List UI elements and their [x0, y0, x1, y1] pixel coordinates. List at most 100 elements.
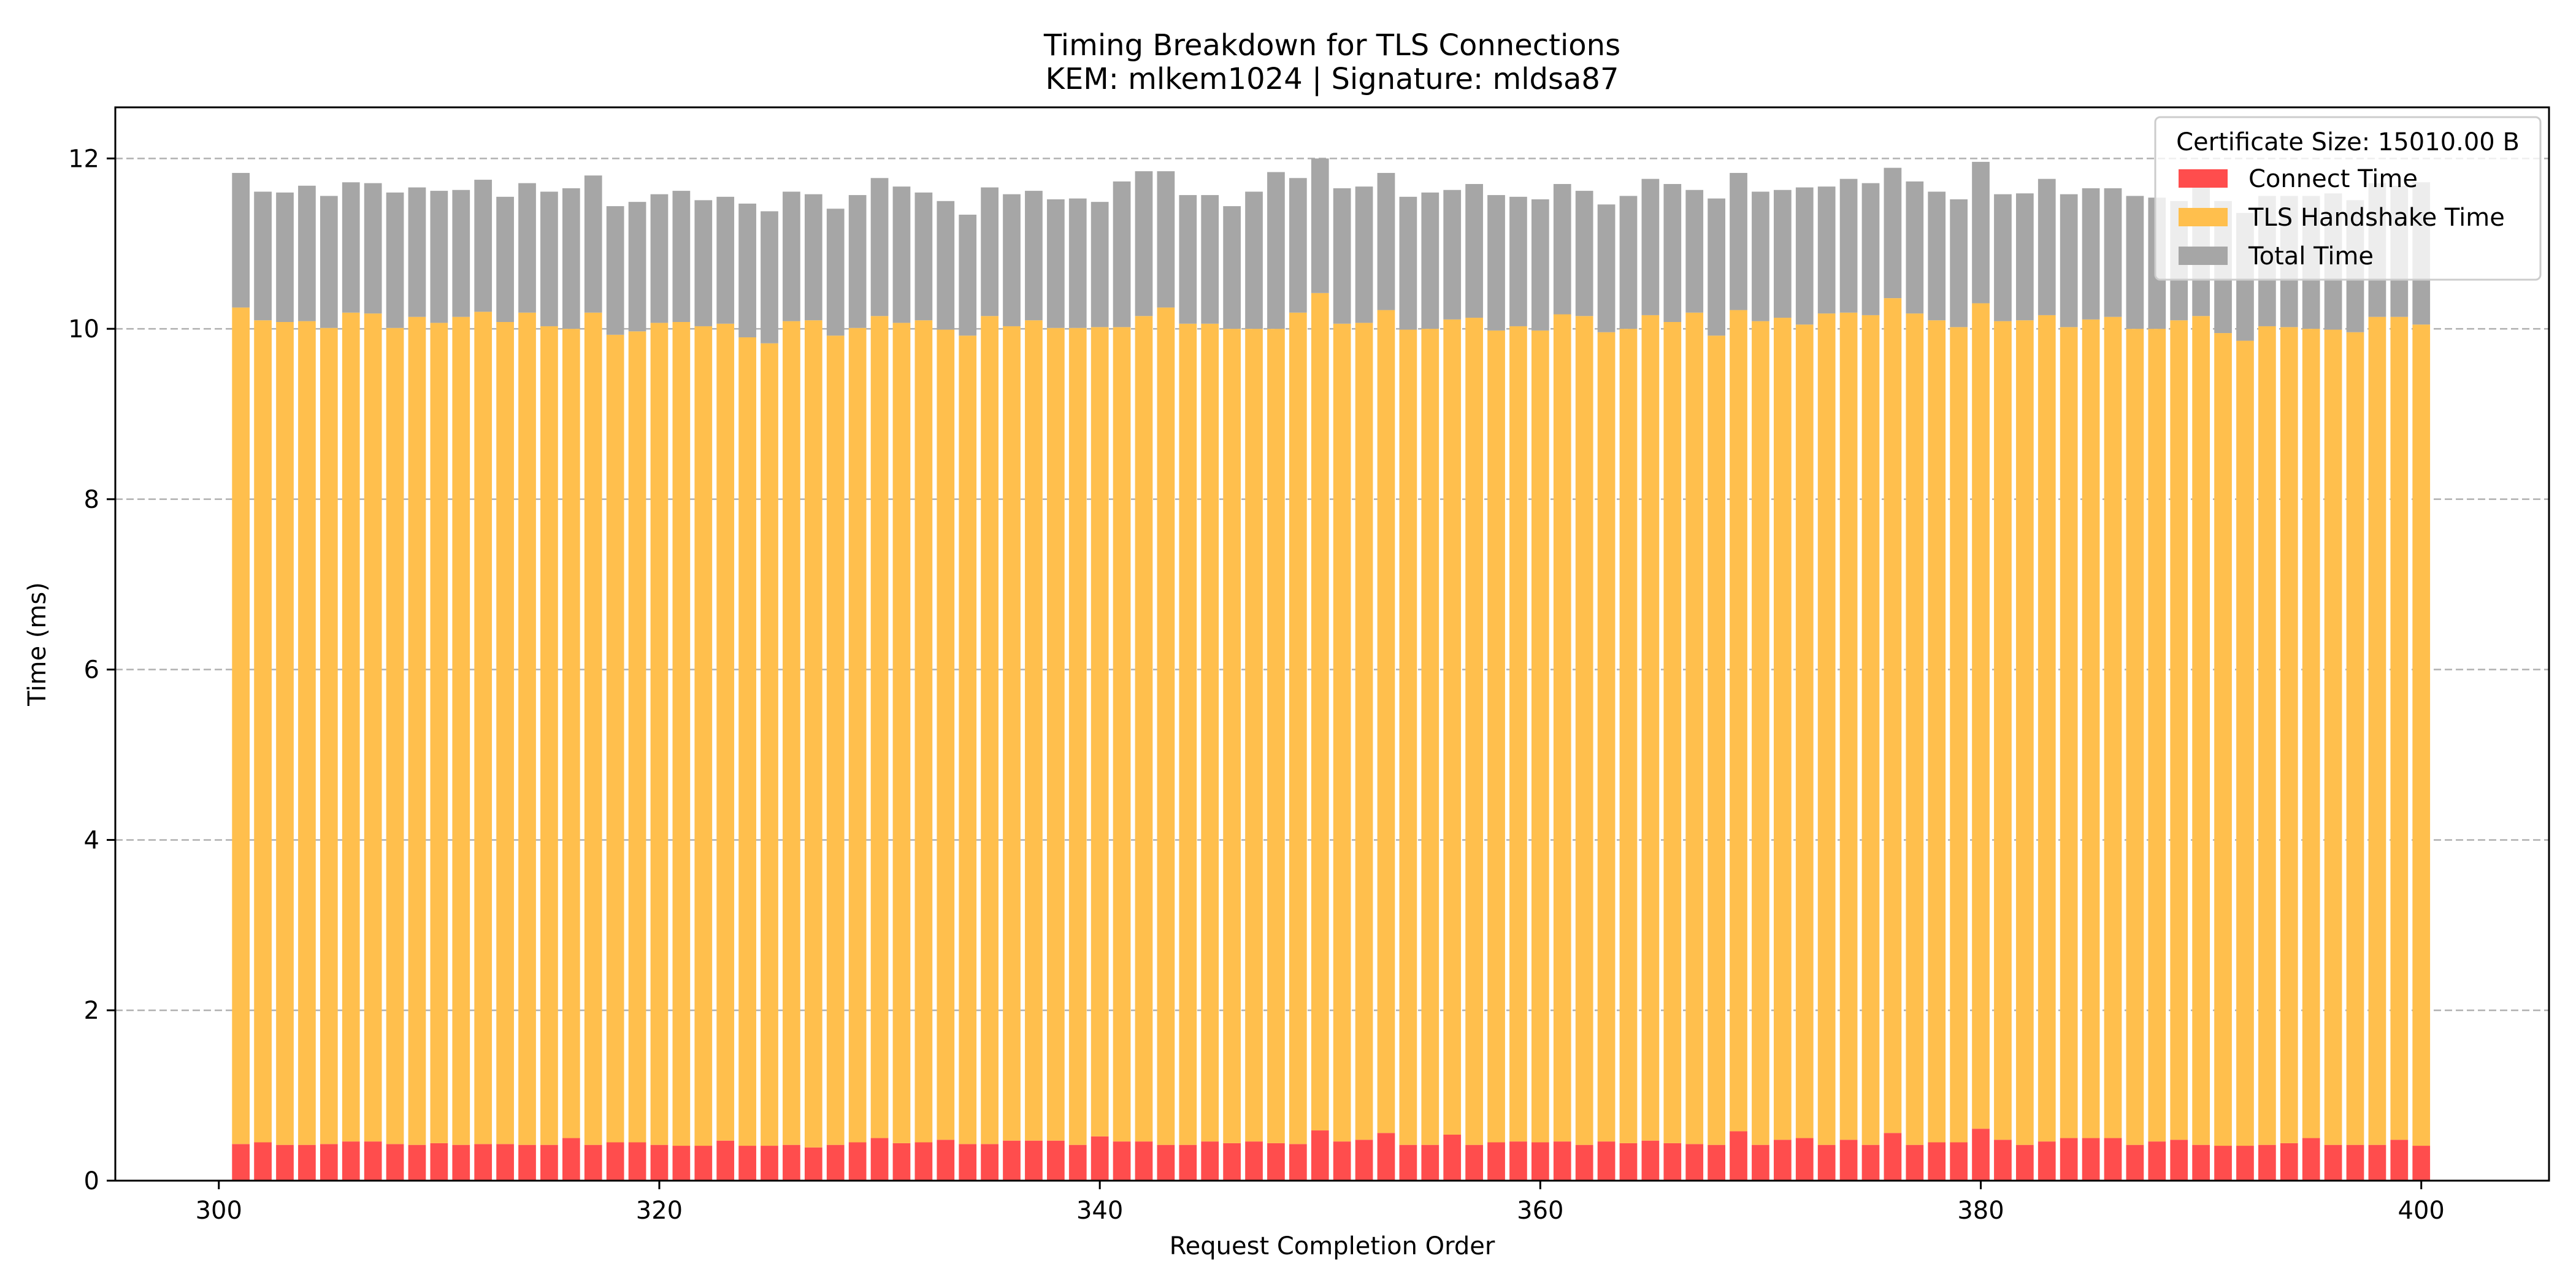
bar-tls-handshake-time: [2324, 329, 2342, 1145]
plot-frame: [114, 106, 2550, 1182]
bar-total-time: [1399, 196, 1417, 330]
x-tick-label: 300: [196, 1197, 242, 1225]
bar-connect-time: [1135, 1141, 1153, 1181]
bar-total-time: [1157, 171, 1175, 308]
bar-total-time: [1113, 181, 1131, 328]
bar-tls-handshake-time: [540, 326, 558, 1145]
bar-total-time: [1597, 204, 1616, 332]
bar-connect-time: [1377, 1133, 1395, 1181]
bar-tls-handshake-time: [1730, 310, 1747, 1132]
bar-total-time: [1884, 167, 1902, 299]
bar-tls-handshake-time: [518, 312, 536, 1145]
bar-total-time: [386, 192, 404, 328]
bar-connect-time: [870, 1138, 889, 1181]
bar-connect-time: [1884, 1133, 1902, 1181]
bar-tls-handshake-time: [1884, 298, 1902, 1133]
bar-tls-handshake-time: [1817, 313, 1836, 1145]
bar-tls-handshake-time: [386, 328, 404, 1144]
bar-tls-handshake-time: [2148, 329, 2166, 1142]
bar-tls-handshake-time: [1708, 335, 1725, 1145]
legend-swatch-total: [2179, 247, 2228, 265]
bar-connect-time: [2126, 1144, 2144, 1181]
bar-connect-time: [1443, 1135, 1462, 1181]
bar-connect-time: [959, 1144, 977, 1181]
bar-total-time: [1377, 172, 1395, 310]
bar-total-time: [1245, 191, 1263, 329]
bar-tls-handshake-time: [1289, 312, 1307, 1144]
bar-total-time: [1421, 192, 1439, 329]
y-tick-label: 2: [84, 997, 99, 1025]
bar-total-time: [1025, 191, 1043, 321]
bar-tls-handshake-time: [1223, 329, 1241, 1143]
bar-connect-time: [1752, 1144, 1769, 1181]
bar-tls-handshake-time: [452, 316, 470, 1145]
bar-connect-time: [1861, 1144, 1880, 1181]
legend-box: [2154, 116, 2542, 281]
bar-connect-time: [1928, 1142, 1946, 1181]
bar-connect-time: [1531, 1142, 1549, 1181]
bar-connect-time: [342, 1141, 360, 1181]
bar-connect-time: [804, 1147, 822, 1181]
bar-connect-time: [1950, 1142, 1968, 1181]
bar-tls-handshake-time: [408, 316, 426, 1145]
bar-connect-time: [1311, 1130, 1329, 1181]
bar-total-time: [2060, 194, 2078, 328]
bar-tls-handshake-time: [672, 322, 691, 1146]
bar-total-time: [232, 172, 250, 308]
bar-tls-handshake-time: [650, 323, 669, 1145]
bar-connect-time: [2324, 1144, 2342, 1181]
bar-tls-handshake-time: [496, 322, 514, 1144]
bar-connect-time: [738, 1146, 756, 1181]
bar-connect-time: [2236, 1146, 2254, 1181]
bar-connect-time: [1553, 1141, 1571, 1181]
bar-tls-handshake-time: [562, 329, 580, 1138]
bar-connect-time: [716, 1140, 735, 1181]
bar-connect-time: [2060, 1138, 2078, 1181]
bar-tls-handshake-time: [1201, 323, 1219, 1142]
bar-connect-time: [1509, 1141, 1527, 1181]
bar-connect-time: [1839, 1140, 1858, 1181]
bar-total-time: [738, 203, 756, 337]
bar-tls-handshake-time: [2082, 319, 2100, 1138]
bar-total-time: [1311, 158, 1329, 293]
bar-tls-handshake-time: [1773, 318, 1792, 1140]
bar-connect-time: [1267, 1143, 1285, 1181]
y-tick-label: 12: [68, 145, 99, 173]
bar-tls-handshake-time: [1575, 316, 1593, 1145]
bar-connect-time: [2015, 1144, 2034, 1181]
bars: [232, 158, 2431, 1181]
bar-tls-handshake-time: [1355, 323, 1373, 1140]
bar-total-time: [1839, 178, 1858, 313]
bar-tls-handshake-time: [2015, 320, 2034, 1145]
bar-connect-time: [1091, 1136, 1109, 1181]
bar-total-time: [1663, 184, 1682, 322]
bar-tls-handshake-time: [1135, 316, 1153, 1142]
bar-connect-time: [848, 1142, 867, 1181]
bar-connect-time: [1817, 1144, 1836, 1181]
y-tick-label: 0: [84, 1167, 99, 1195]
bar-connect-time: [672, 1146, 691, 1181]
bar-connect-time: [937, 1140, 955, 1181]
bar-connect-time: [1201, 1141, 1219, 1181]
bar-total-time: [1267, 172, 1285, 329]
bar-tls-handshake-time: [1025, 320, 1043, 1141]
bar-tls-handshake-time: [1509, 326, 1527, 1142]
bar-connect-time: [1487, 1142, 1505, 1181]
bar-connect-time: [386, 1144, 404, 1181]
bar-total-time: [1135, 171, 1153, 316]
x-tick-label: 380: [1957, 1197, 2004, 1225]
chart-title: Timing Breakdown for TLS Connections: [1043, 28, 1620, 63]
bar-tls-handshake-time: [959, 335, 977, 1144]
bar-total-time: [826, 209, 845, 336]
bar-total-time: [783, 191, 800, 321]
bar-connect-time: [2170, 1140, 2188, 1181]
bar-tls-handshake-time: [694, 326, 713, 1146]
bar-total-time: [1817, 186, 1836, 314]
bar-connect-time: [694, 1146, 713, 1181]
bar-connect-time: [2390, 1140, 2409, 1181]
bar-tls-handshake-time: [783, 321, 800, 1145]
bar-tls-handshake-time: [2192, 316, 2210, 1145]
bar-tls-handshake-time: [2037, 315, 2056, 1142]
bar-total-time: [848, 195, 867, 328]
